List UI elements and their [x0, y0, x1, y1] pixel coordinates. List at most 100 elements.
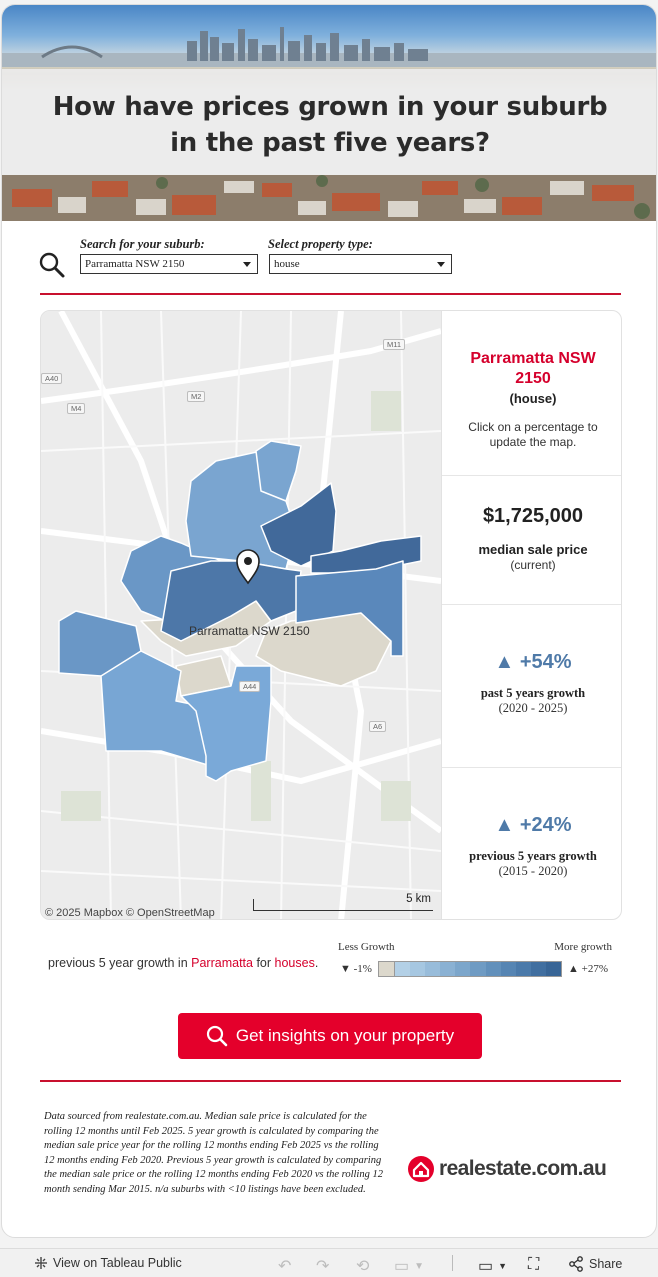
legend-caption: previous 5 year growth in Parramatta for…	[48, 956, 319, 970]
legend-property-type: houses	[274, 956, 315, 970]
road-badge-m11: M11	[383, 339, 406, 350]
search-icon	[39, 252, 65, 278]
previous-growth-stat[interactable]: ▲ +24% previous 5 years growth (2015 - 2…	[442, 814, 621, 879]
chevron-down-icon: ▼	[498, 1261, 508, 1271]
property-type-value: house	[274, 258, 300, 270]
house-logo-icon	[408, 1156, 434, 1182]
legend-swatch	[425, 962, 441, 976]
map-pin-label: Parramatta NSW 2150	[189, 624, 310, 638]
brand-name: realestate.com.au	[439, 1157, 607, 1180]
realestate-logo[interactable]: realestate.com.au	[407, 1154, 607, 1184]
past-growth-value[interactable]: ▲ +54%	[494, 651, 572, 673]
chevron-down-icon: ▼	[414, 1260, 425, 1272]
toolbar-separator	[452, 1255, 453, 1271]
legend-swatch	[379, 962, 396, 976]
divider-top	[40, 293, 621, 295]
view-on-tableau-link[interactable]: View on Tableau Public	[34, 1256, 182, 1270]
fullscreen-icon: ⛶	[528, 1256, 540, 1273]
location-pin	[236, 549, 260, 585]
search-icon	[206, 1025, 228, 1047]
legend-swatch	[485, 962, 501, 976]
redo-icon: ↷	[316, 1258, 330, 1275]
median-price-stat: $1,725,000 median sale price (current)	[442, 505, 621, 572]
road-badge-a40: A40	[41, 373, 63, 384]
previous-growth-period: (2015 - 2020)	[498, 864, 568, 878]
stat-divider	[442, 604, 621, 605]
refresh-button[interactable]: ▭ ▼	[394, 1256, 424, 1276]
title-band	[2, 69, 656, 175]
road-badge-m2: M2	[187, 391, 206, 402]
legend-swatch	[410, 962, 426, 976]
past-growth-period: (2020 - 2025)	[498, 701, 568, 715]
refresh-icon: ▭	[394, 1258, 410, 1275]
previous-growth-value[interactable]: ▲ +24%	[494, 814, 572, 836]
map-hint-text: Click on a percentage to update the map.	[468, 420, 598, 449]
road-badge-m4: M4	[67, 403, 86, 414]
undo-button[interactable]: ↶	[278, 1256, 291, 1276]
get-insights-button[interactable]: Get insights on your property	[178, 1013, 482, 1059]
revert-button[interactable]: ⟲	[356, 1256, 369, 1276]
property-type-text: (house)	[509, 391, 557, 406]
legend-more-label: More growth	[554, 941, 612, 953]
hero-banner: How have prices grown in your suburb in t…	[2, 5, 656, 221]
redo-button[interactable]: ↷	[316, 1256, 329, 1276]
legend-swatch	[530, 962, 546, 976]
median-price-value: $1,725,000	[482, 505, 584, 527]
tableau-logo-icon	[35, 1257, 47, 1269]
undo-icon: ↶	[278, 1258, 292, 1275]
page-title: How have prices grown in your suburb in t…	[52, 92, 608, 158]
legend-swatch	[470, 962, 486, 976]
map-canvas	[41, 311, 441, 919]
suburb-select[interactable]: Parramatta NSW 2150	[80, 254, 258, 274]
legend-swatch	[500, 962, 516, 976]
data-source-footnote: Data sourced from realestate.com.au. Med…	[44, 1111, 383, 1195]
map-stats-panel: M11 M2 A6 A44 A40 M4 Parramatta NSW 2150…	[40, 310, 622, 920]
median-price-label: median sale price	[478, 542, 588, 557]
chevron-down-icon	[437, 262, 445, 267]
stats-sidebar: Parramatta NSW 2150 (house) Click on a pe…	[441, 311, 621, 919]
tableau-toolbar: View on Tableau Public ↶ ↷ ⟲ ▭ ▼ ▭ ▼ ⛶ Sha…	[0, 1248, 658, 1277]
past-growth-label: past 5 years growth	[480, 686, 586, 700]
suburb-search-label: Search for your suburb:	[80, 237, 205, 251]
comment-icon: ▭	[478, 1258, 494, 1275]
legend-swatch	[440, 962, 456, 976]
share-label: Share	[589, 1257, 623, 1271]
legend-min-value: ▼ -1%	[340, 963, 372, 975]
past-growth-stat[interactable]: ▲ +54% past 5 years growth (2020 - 2025)	[442, 651, 621, 716]
dashboard-card: How have prices grown in your suburb in t…	[1, 4, 657, 1238]
median-price-sub: (current)	[510, 558, 556, 572]
previous-growth-label: previous 5 years growth	[469, 849, 597, 863]
legend-suburb: Parramatta	[191, 956, 253, 970]
legend-swatch	[455, 962, 471, 976]
stat-divider	[442, 475, 621, 476]
map-attribution[interactable]: © 2025 Mapbox © OpenStreetMap	[45, 907, 215, 919]
suburb-summary: Parramatta NSW 2150 (house) Click on a pe…	[442, 349, 621, 450]
fullscreen-button[interactable]: ⛶	[528, 1256, 539, 1274]
view-on-tableau-label: View on Tableau Public	[53, 1256, 182, 1270]
legend-swatch	[515, 962, 531, 976]
comment-button[interactable]: ▭ ▼	[478, 1256, 507, 1276]
property-type-select[interactable]: house	[269, 254, 452, 274]
suburb-rooftops-image	[2, 175, 656, 221]
legend-color-ramp	[378, 961, 562, 977]
scale-label: 5 km	[406, 893, 431, 905]
mapbox-credit[interactable]: © 2025 Mapbox	[45, 907, 123, 919]
legend-swatch	[545, 962, 561, 976]
suburb-map[interactable]: M11 M2 A6 A44 A40 M4 Parramatta NSW 2150…	[41, 311, 441, 919]
suburb-name: Parramatta NSW 2150	[470, 350, 596, 387]
road-badge-a6: A6	[369, 721, 387, 732]
legend-less-label: Less Growth	[338, 941, 395, 953]
revert-icon: ⟲	[356, 1258, 370, 1275]
get-insights-label: Get insights on your property	[235, 1026, 455, 1045]
osm-credit[interactable]: © OpenStreetMap	[125, 907, 215, 919]
share-button[interactable]: Share	[568, 1256, 622, 1272]
share-icon	[569, 1256, 583, 1272]
map-scale-bar: 5 km	[253, 893, 433, 911]
road-badge-a44: A44	[239, 681, 261, 692]
chevron-down-icon	[243, 262, 251, 267]
stat-divider	[442, 767, 621, 768]
legend-swatch	[395, 962, 411, 976]
legend-max-value: ▲ +27%	[568, 963, 609, 975]
filter-row: Search for your suburb: Parramatta NSW 2…	[38, 237, 622, 281]
divider-bottom	[40, 1080, 621, 1082]
